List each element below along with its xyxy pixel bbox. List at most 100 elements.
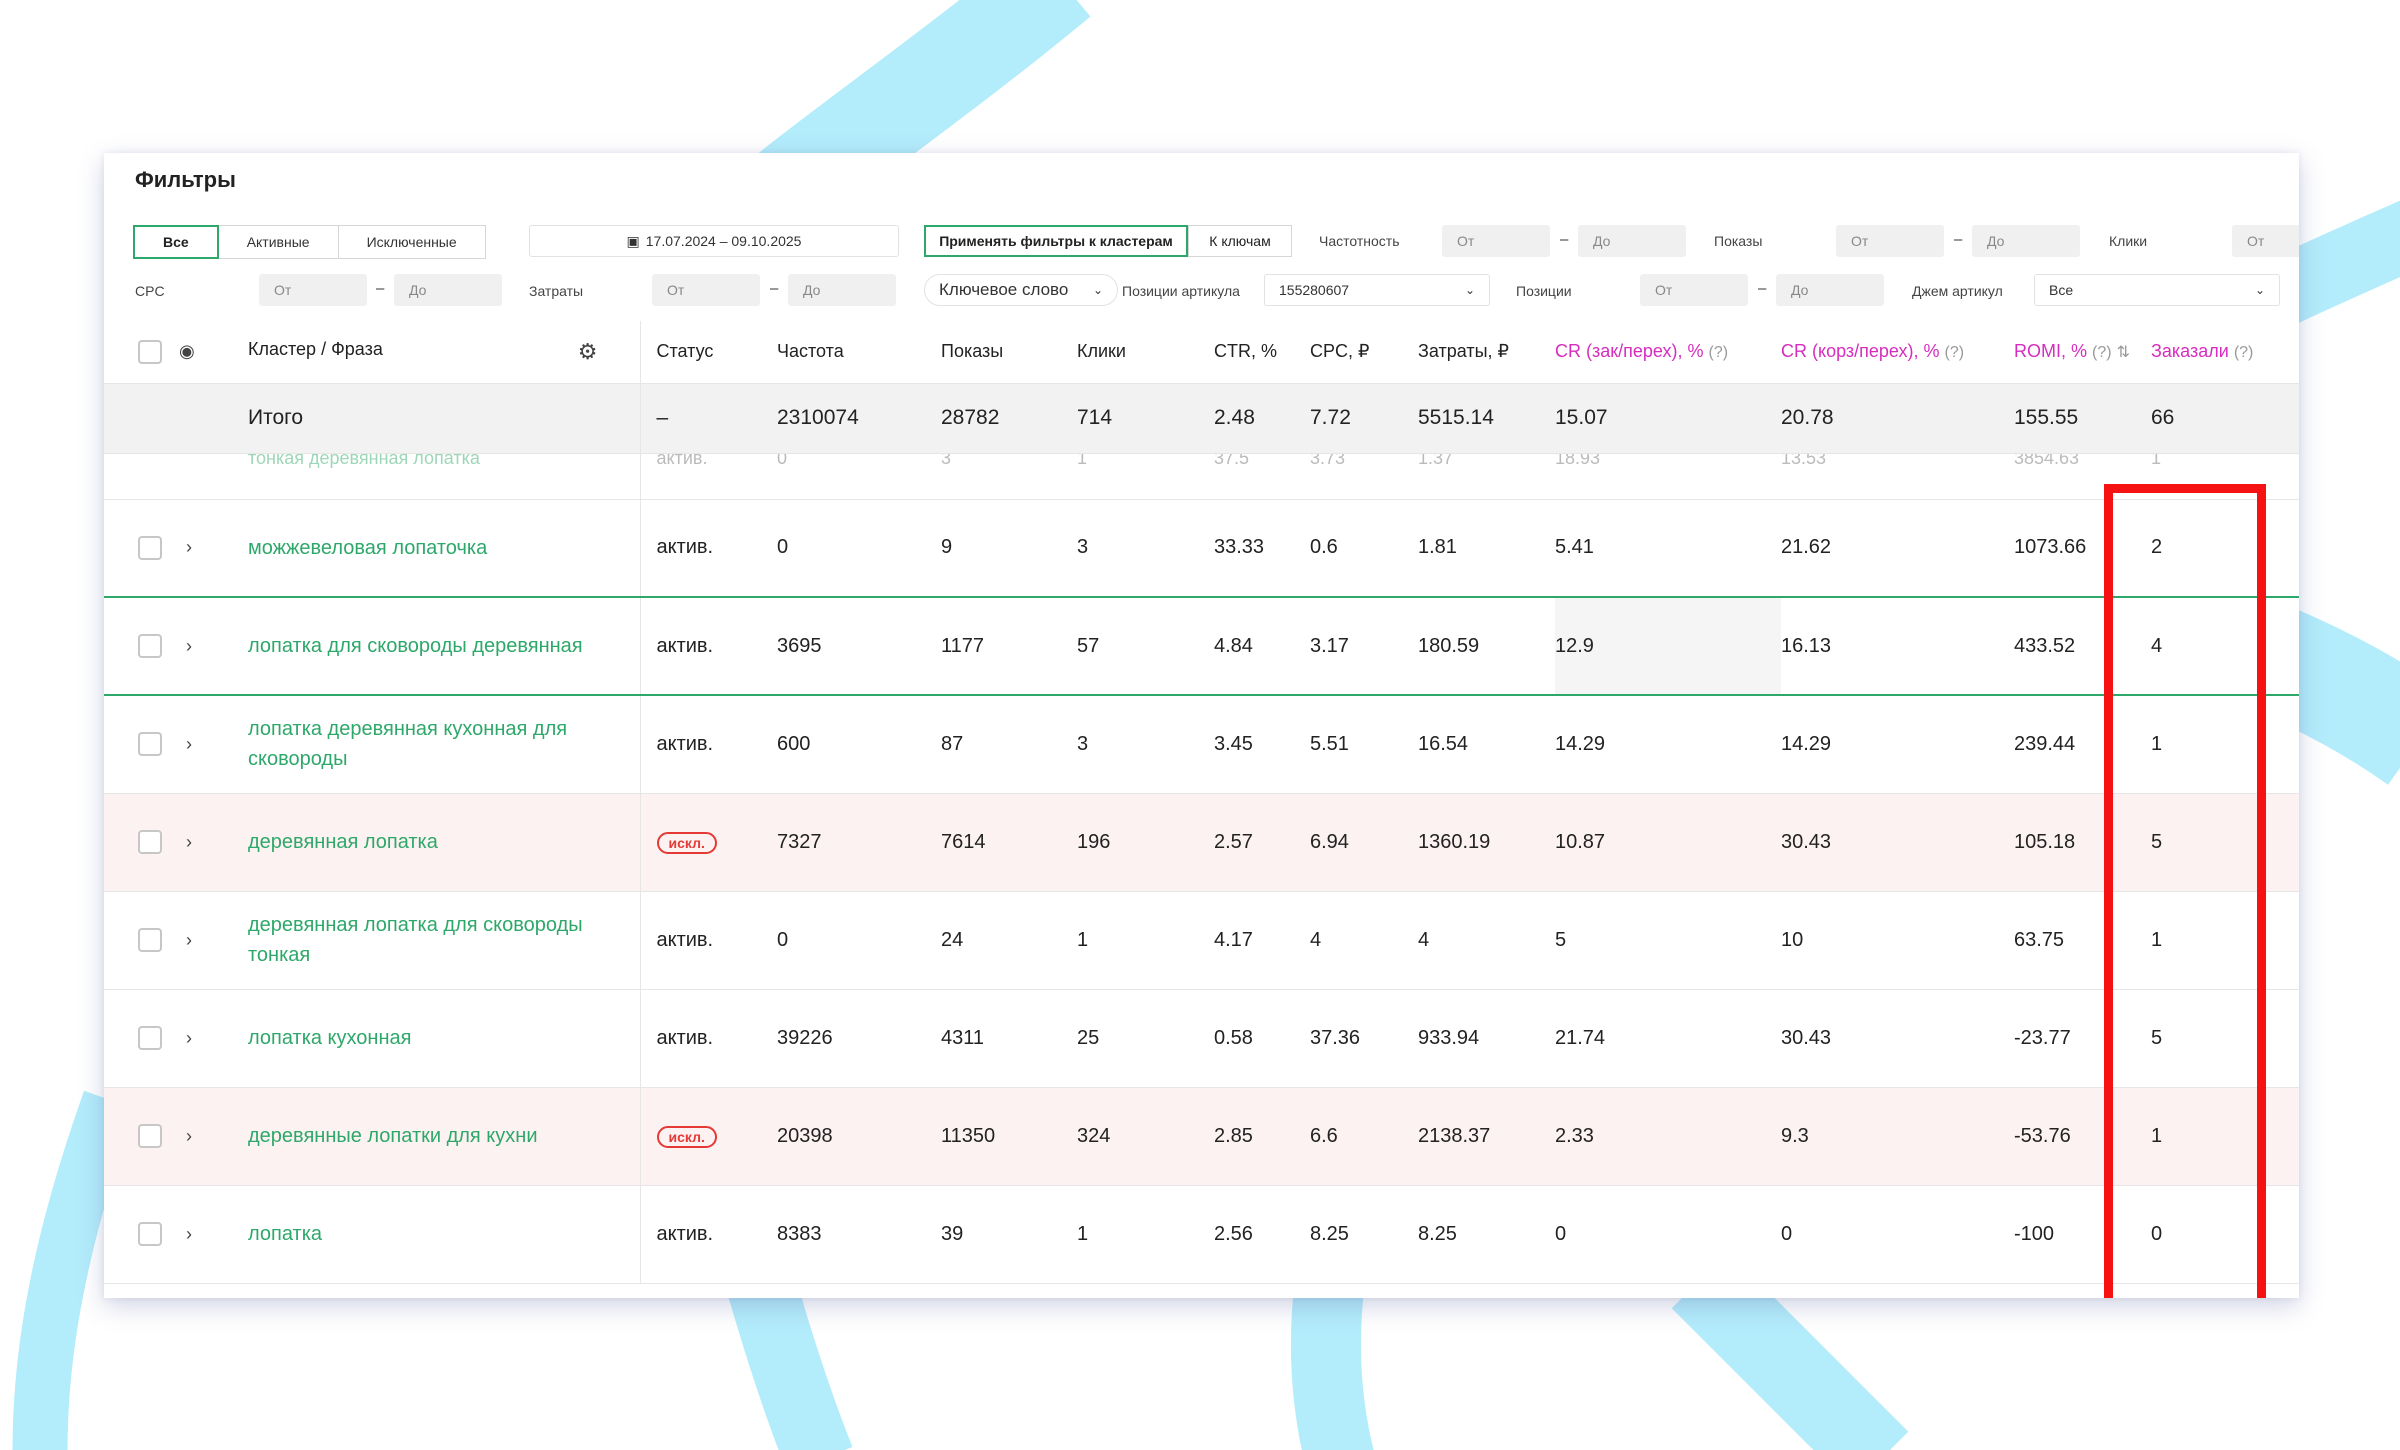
eye-icon[interactable]: ◉ — [179, 341, 195, 362]
header-impressions[interactable]: Показы — [941, 321, 1077, 384]
table-row[interactable]: › лопатка деревянная кухонная для сковоро… — [104, 695, 2299, 794]
cell-frequency: 0 — [777, 499, 941, 598]
cell-frequency: 0 — [777, 453, 941, 500]
header-orders[interactable]: Заказали (?) — [2151, 321, 2299, 384]
cell-orders: 4 — [2151, 596, 2299, 696]
cell-cr-order: 21.74 — [1555, 989, 1781, 1088]
row-checkbox[interactable] — [138, 535, 162, 560]
table-row[interactable]: › деревянная лопатка искл. 7327 7614 196 2.57 6… — [104, 793, 2299, 892]
cell-orders: 0 — [2151, 1185, 2299, 1284]
excluded-badge[interactable]: искл. — [656, 831, 717, 854]
table-row[interactable]: › лопатка для сковороды деревянная актив. 3… — [104, 596, 2299, 696]
row-checkbox[interactable] — [138, 1222, 162, 1246]
date-range-picker[interactable]: ▣ 17.07.2024 – 09.10.2025 — [529, 225, 899, 257]
phrase-link[interactable]: деревянные лопатки для кухни — [248, 1125, 538, 1147]
expand-chevron-icon[interactable]: › — [186, 929, 192, 950]
phrase-link[interactable]: лопатка для сковороды деревянная — [248, 635, 583, 657]
cell-cr-cart: 14.29 — [1781, 695, 2014, 794]
header-costs[interactable]: Затраты, ₽ — [1418, 321, 1555, 384]
impressions-dash: – — [1954, 231, 1963, 248]
header-phrase[interactable]: Кластер / Фраза ⚙ — [248, 321, 641, 384]
positions-dash: – — [1758, 280, 1767, 297]
cpc-to-input[interactable]: До — [394, 274, 502, 306]
header-romi[interactable]: ROMI, % (?) ⇅ — [2014, 321, 2151, 384]
frequency-to-input[interactable]: До — [1578, 225, 1686, 257]
select-all-checkbox[interactable] — [138, 339, 162, 364]
phrase-link[interactable]: тонкая деревянная лопатка — [248, 453, 641, 500]
cell-costs: 1.81 — [1418, 499, 1555, 598]
cr-cart-hint[interactable]: (?) — [1944, 344, 1965, 362]
cell-costs: 2138.37 — [1418, 1087, 1555, 1186]
cell-clicks: 57 — [1077, 596, 1214, 696]
header-status[interactable]: Статус — [640, 321, 777, 384]
status-text: актив. — [656, 634, 714, 657]
phrase-link[interactable]: лопатка — [248, 1223, 323, 1245]
expand-chevron-icon[interactable]: › — [186, 1027, 192, 1048]
row-checkbox[interactable] — [138, 1124, 162, 1148]
frequency-from-input[interactable]: От — [1442, 225, 1550, 257]
costs-to-input[interactable]: До — [788, 274, 896, 306]
cell-cr-order: 10.87 — [1555, 793, 1781, 892]
tab-excluded[interactable]: Исключенные — [337, 225, 486, 259]
phrase-link[interactable]: можжевеловая лопаточка — [248, 536, 488, 559]
cpc-from-input[interactable]: От — [259, 274, 367, 306]
clicks-from-input[interactable]: От — [2232, 225, 2299, 257]
phrase-link[interactable]: деревянная лопатка — [248, 831, 438, 853]
expand-chevron-icon[interactable]: › — [186, 635, 192, 656]
row-checkbox[interactable] — [138, 830, 162, 854]
row-checkbox[interactable] — [138, 928, 162, 952]
costs-from-input[interactable]: От — [652, 274, 760, 306]
header-cr-order[interactable]: CR (зак/перех), % (?) — [1555, 321, 1781, 384]
to-keys-button[interactable]: К ключам — [1188, 225, 1292, 257]
table-row[interactable]: тонкая деревянная лопатка актив. 0 3 1 3… — [104, 453, 2299, 500]
header-clicks[interactable]: Клики — [1077, 321, 1214, 384]
excluded-badge[interactable]: искл. — [656, 1125, 717, 1148]
row-checkbox[interactable] — [138, 1026, 162, 1050]
status-text: актив. — [656, 1222, 714, 1245]
table-row[interactable]: › деревянные лопатки для кухни искл. 20398 1… — [104, 1087, 2299, 1186]
tab-all[interactable]: Все — [133, 225, 219, 259]
sort-icon[interactable]: ⇅ — [2116, 344, 2131, 362]
header-frequency[interactable]: Частота — [777, 321, 941, 384]
table-row[interactable]: › лопатка актив. 8383 39 1 2.56 8.25 8.25 0 0 -100 0 — [104, 1185, 2299, 1284]
positions-from-input[interactable]: От — [1640, 274, 1748, 306]
expand-chevron-icon[interactable]: › — [186, 733, 192, 754]
header-cpc[interactable]: CPC, ₽ — [1310, 321, 1418, 384]
cell-cr-cart: 10 — [1781, 891, 2014, 990]
gear-icon[interactable]: ⚙ — [577, 338, 598, 364]
expand-chevron-icon[interactable]: › — [186, 1125, 192, 1146]
jam-article-select[interactable]: Все ⌄ — [2034, 274, 2280, 306]
row-checkbox[interactable] — [138, 732, 162, 757]
cell-cr-order: 18.93 — [1555, 453, 1781, 500]
expand-chevron-icon[interactable]: › — [186, 537, 192, 558]
cr-order-hint[interactable]: (?) — [1708, 344, 1729, 362]
impressions-from-input[interactable]: От — [1836, 225, 1944, 257]
cell-frequency: 7327 — [777, 793, 941, 892]
clicks-filter-label: Клики — [2109, 233, 2148, 249]
orders-hint[interactable]: (?) — [2233, 344, 2254, 362]
table-row[interactable]: › лопатка кухонная актив. 39226 4311 25 0.58 37… — [104, 989, 2299, 1088]
expand-chevron-icon[interactable]: › — [186, 831, 192, 852]
cell-impressions: 7614 — [941, 793, 1077, 892]
table-row[interactable]: › можжевеловая лопаточка актив. 0 9 3 33.33 0.6… — [104, 499, 2299, 598]
row-checkbox[interactable] — [138, 634, 162, 658]
impressions-filter-label: Показы — [1714, 233, 1763, 249]
phrase-link[interactable]: лопатка деревянная кухонная для сковород… — [248, 718, 568, 771]
positions-to-input[interactable]: До — [1776, 274, 1884, 306]
cell-romi: -53.76 — [2014, 1087, 2151, 1186]
table-row[interactable]: › деревянная лопатка для сковороды тонкая… — [104, 891, 2299, 990]
romi-hint[interactable]: (?) — [2092, 344, 2112, 362]
article-select[interactable]: 155280607 ⌄ — [1264, 274, 1490, 306]
phrase-link[interactable]: деревянная лопатка для сковороды тонкая — [248, 914, 583, 966]
header-ctr[interactable]: CTR, % — [1214, 321, 1310, 384]
keyword-type-select[interactable]: Ключевое слово ⌄ — [924, 274, 1118, 306]
tab-active[interactable]: Активные — [217, 225, 339, 259]
apply-filters-to-clusters-button[interactable]: Применять фильтры к кластерам — [924, 225, 1188, 257]
cell-cr-cart: 30.43 — [1781, 793, 2014, 892]
impressions-to-input[interactable]: До — [1972, 225, 2080, 257]
cell-cr-order: 0 — [1555, 1185, 1781, 1284]
phrase-link[interactable]: лопатка кухонная — [248, 1027, 412, 1049]
expand-chevron-icon[interactable]: › — [186, 1223, 192, 1244]
cell-phrase: лопатка деревянная кухонная для сковород… — [248, 695, 641, 794]
header-cr-cart[interactable]: CR (корз/перех), % (?) — [1781, 321, 2014, 384]
